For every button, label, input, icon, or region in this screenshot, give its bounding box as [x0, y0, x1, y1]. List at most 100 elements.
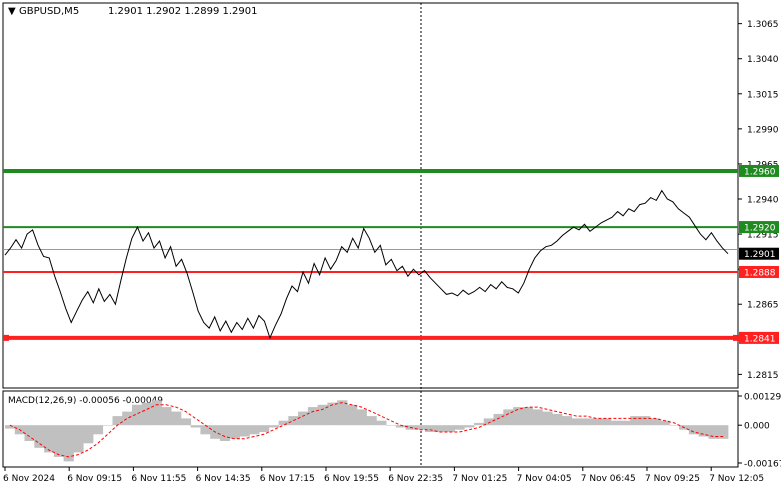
macd-bar [434, 425, 446, 432]
macd-bar [34, 425, 45, 448]
time-tick-label: 6 Nov 11:55 [131, 474, 186, 484]
macd-bar [239, 425, 250, 437]
price-tick-label: 1.2815 [747, 371, 779, 381]
macd-bar [63, 425, 74, 462]
macd-bar [92, 425, 104, 435]
macd-tick-label: 0.00129 [744, 393, 781, 403]
time-tick-label: 6 Nov 19:55 [324, 474, 379, 484]
macd-bar [249, 425, 260, 435]
macd-bar [464, 425, 475, 428]
time-tick-label: 6 Nov 2024 [3, 474, 55, 484]
macd-bar [132, 404, 143, 426]
macd-bar [493, 413, 504, 426]
macd-bar [688, 425, 700, 435]
macd-histogram [5, 400, 729, 462]
macd-bar [640, 416, 651, 426]
macd-bar [659, 420, 670, 426]
macd-bar [141, 402, 152, 426]
macd-bar [522, 407, 533, 426]
price-axis: 1.30651.30401.30151.29901.29651.29401.29… [738, 20, 779, 381]
macd-bar [610, 420, 621, 426]
price-tick-label: 1.2865 [747, 301, 779, 311]
macd-bar [171, 411, 182, 426]
macd-bar [601, 418, 612, 426]
macd-bar [503, 409, 514, 426]
macd-signal-line [9, 402, 724, 458]
macd-panel-frame [2, 390, 739, 468]
macd-bar [356, 409, 367, 426]
price-series-line [4, 189, 729, 340]
macd-bar [669, 425, 680, 426]
macd-bar [200, 425, 211, 435]
macd-bar [483, 418, 494, 426]
macd-bar [425, 425, 436, 432]
macd-bar [474, 422, 485, 426]
price-tick-label: 1.3065 [747, 20, 779, 30]
time-tick-label: 6 Nov 17:15 [260, 474, 315, 484]
level-badge-label: 1.2888 [744, 268, 776, 278]
macd-bar [327, 402, 338, 426]
level-badge [739, 265, 779, 278]
price-tick-label: 1.3040 [747, 55, 779, 65]
macd-bar [112, 416, 123, 426]
current-price-badge [739, 247, 779, 260]
macd-bar [44, 425, 55, 453]
time-tick-label: 6 Nov 14:35 [196, 474, 251, 484]
macd-axis: 0.00129 0.000 -0.00167 [738, 393, 781, 470]
level-handle[interactable] [733, 334, 739, 341]
level-badge-label: 1.2841 [744, 334, 776, 344]
macd-bar [620, 420, 631, 426]
macd-bar [581, 418, 592, 426]
ohlc-values: 1.2901 1.2902 1.2899 1.2901 [108, 6, 258, 17]
macd-bar [229, 425, 240, 439]
macd-bar [542, 411, 553, 426]
level-badge [739, 331, 779, 344]
macd-bar [386, 425, 397, 426]
time-tick-label: 7 Nov 06:45 [581, 474, 636, 484]
level-badge-label: 1.2920 [744, 224, 776, 234]
macd-bar [337, 400, 348, 426]
macd-bar [395, 425, 406, 428]
time-tick-label: 7 Nov 04:05 [517, 474, 572, 484]
time-tick-label: 7 Nov 12:05 [709, 474, 764, 484]
level-handle[interactable] [3, 334, 9, 341]
level-badge-label: 1.2960 [744, 167, 776, 177]
symbol-label: GBPUSD,M5 [19, 6, 79, 17]
macd-bar [376, 420, 387, 426]
macd-bar [347, 404, 358, 426]
level-badge [739, 221, 779, 234]
price-tick-label: 1.2940 [747, 196, 779, 206]
macd-bar [24, 425, 35, 441]
macd-bar [161, 407, 172, 426]
level-badge [739, 164, 779, 177]
macd-bar [513, 407, 524, 426]
time-tick-label: 7 Nov 09:25 [645, 474, 700, 484]
macd-bar [415, 425, 426, 430]
macd-bar [532, 409, 543, 426]
macd-bar [83, 425, 94, 444]
macd-bar [122, 411, 133, 426]
macd-bar [708, 425, 719, 439]
dropdown-arrow-icon[interactable]: ▼ [8, 6, 16, 17]
macd-bar [268, 425, 279, 428]
price-tick-label: 1.2915 [747, 231, 779, 241]
macd-bar [571, 418, 582, 426]
price-tick-label: 1.2990 [747, 125, 779, 135]
time-tick-label: 6 Nov 22:35 [388, 474, 443, 484]
macd-tick-label: -0.00167 [744, 460, 781, 470]
macd-bar [630, 416, 641, 426]
macd-bar [259, 425, 270, 432]
current-price-layer: 1.2901 [739, 247, 779, 260]
macd-bar [552, 413, 563, 426]
macd-bar [180, 418, 192, 426]
price-series-layer [4, 189, 729, 340]
macd-bar [53, 425, 65, 457]
macd-bar [317, 404, 328, 426]
macd-bar [307, 407, 319, 426]
time-axis: 6 Nov 2024 6 Nov 09:15 6 Nov 11:55 6 Nov 14… [3, 467, 764, 484]
macd-bar [219, 425, 231, 441]
levels-layer[interactable]: 1.2960 1.2920 1.2888 1.2841 [3, 164, 779, 344]
macd-signal-layer [9, 402, 724, 458]
macd-tick-label: 0.000 [744, 422, 770, 432]
